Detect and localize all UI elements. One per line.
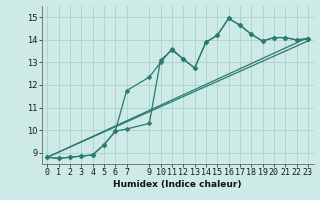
X-axis label: Humidex (Indice chaleur): Humidex (Indice chaleur) xyxy=(113,180,242,189)
